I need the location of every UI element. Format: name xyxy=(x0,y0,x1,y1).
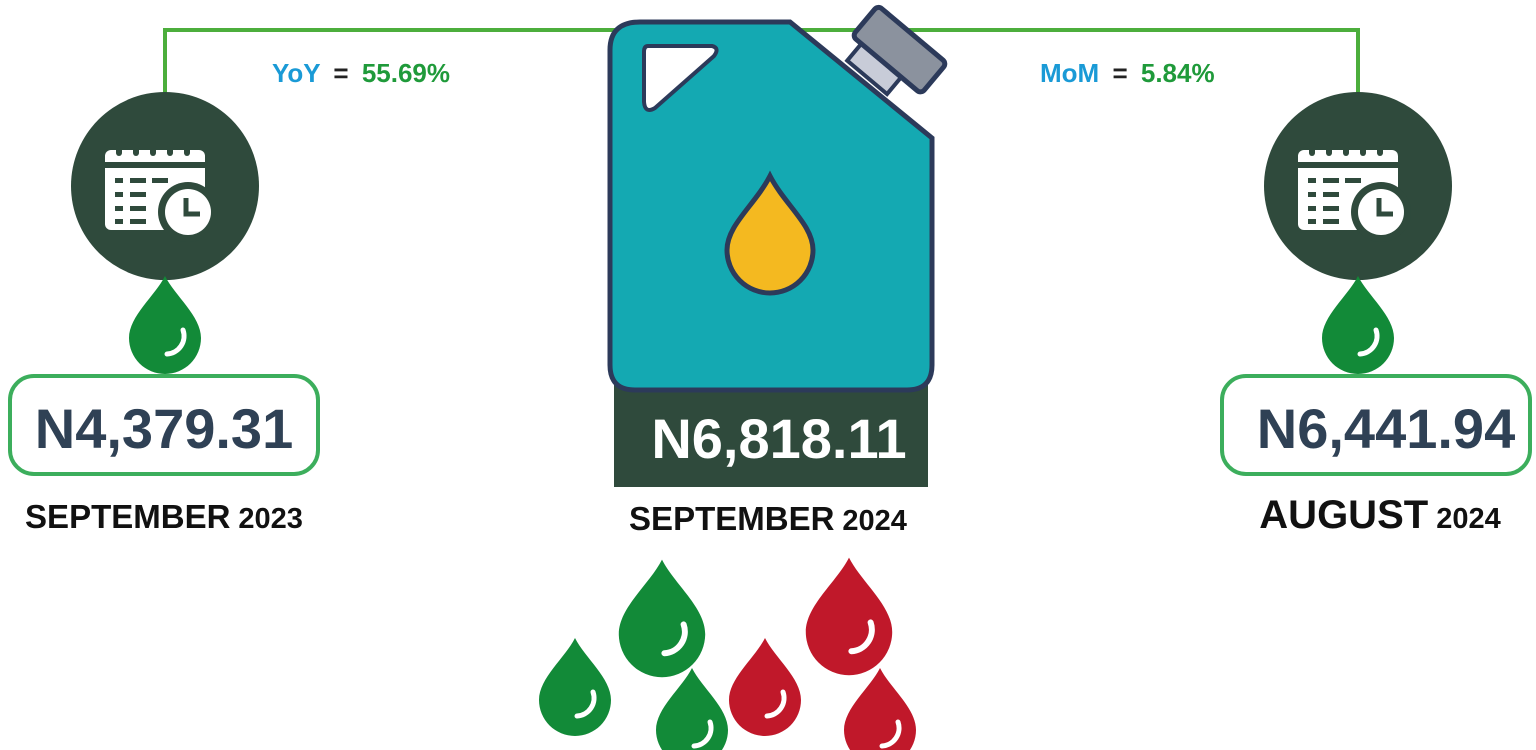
yoy: YoY = 55.69% xyxy=(272,58,450,88)
calendar-icon xyxy=(1298,140,1411,242)
value: 5.84% xyxy=(1141,58,1215,88)
price: N6,441.94 xyxy=(1257,397,1515,460)
drop xyxy=(129,276,201,374)
month: AUGUST xyxy=(1259,493,1428,537)
drops xyxy=(539,558,916,750)
sign: = xyxy=(333,58,348,88)
infographic: YoY = 55.69% MoM = 5.84% N4,379.31 SEPTE… xyxy=(0,0,1536,750)
year: 2024 xyxy=(842,505,907,537)
calendar-icon xyxy=(105,140,218,242)
year: 2023 xyxy=(238,503,303,535)
page: {"comparisons": [ {"label": "YoY", "sign… xyxy=(0,0,1536,750)
jerry-can xyxy=(610,5,947,390)
label: YoY xyxy=(272,58,320,88)
year: 2024 xyxy=(1436,503,1501,535)
price: N6,818.11 xyxy=(651,407,906,470)
month: SEPTEMBER xyxy=(629,500,835,537)
value: 55.69% xyxy=(362,58,450,88)
month: SEPTEMBER xyxy=(25,498,231,535)
drop xyxy=(1322,276,1394,374)
sign: = xyxy=(1112,58,1127,88)
label: MoM xyxy=(1040,58,1099,88)
mom: MoM = 5.84% xyxy=(1040,58,1215,88)
price: N4,379.31 xyxy=(35,397,293,460)
